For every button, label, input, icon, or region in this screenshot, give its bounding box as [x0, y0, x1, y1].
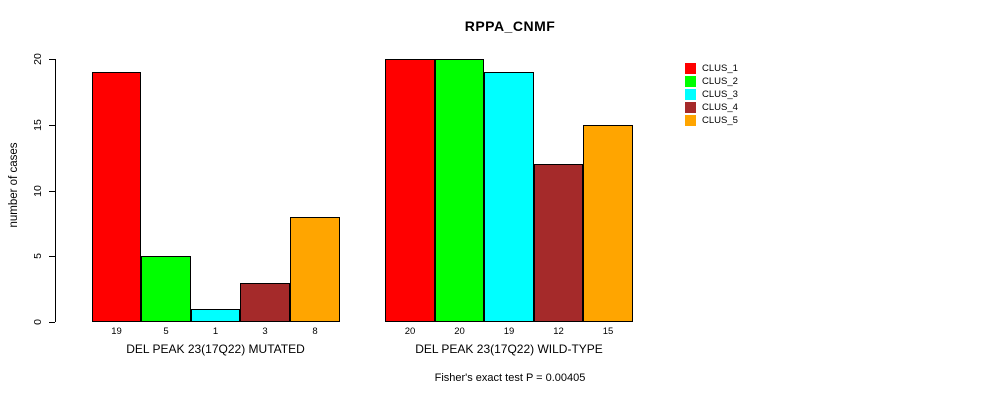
legend-label: CLUS_3 [702, 89, 738, 100]
bar-value-label: 12 [553, 326, 564, 337]
legend-item: CLUS_1 [685, 62, 738, 75]
legend-swatch [685, 102, 696, 113]
legend: CLUS_1 CLUS_2 CLUS_3 CLUS_4 CLUS_5 [685, 62, 738, 127]
bar-clus_4 [534, 164, 583, 322]
y-tick [49, 322, 55, 323]
bar-clus_3 [191, 309, 240, 322]
legend-item: CLUS_4 [685, 101, 738, 114]
bar-value-label: 1 [212, 326, 219, 337]
y-tick-label: 0 [32, 319, 44, 325]
y-tick-label: 5 [32, 253, 44, 260]
group-label: DEL PEAK 23(17Q22) WILD-TYPE [415, 342, 603, 356]
legend-item: CLUS_5 [685, 114, 738, 127]
bar-clus_4 [240, 283, 290, 322]
bar-value-label: 20 [454, 326, 465, 337]
bar-clus_2 [141, 256, 191, 322]
y-tick-label: 15 [32, 118, 44, 131]
legend-item: CLUS_3 [685, 88, 738, 101]
bar-clus_1 [92, 72, 141, 322]
bar-value-label: 15 [602, 326, 614, 337]
bar-value-label: 20 [404, 326, 416, 337]
legend-label: CLUS_2 [702, 76, 738, 87]
legend-swatch [685, 63, 696, 74]
y-axis-label: number of cases [8, 142, 20, 228]
bar-clus_2 [435, 59, 484, 322]
y-axis [55, 59, 56, 322]
legend-item: CLUS_2 [685, 75, 738, 88]
y-tick [49, 190, 55, 192]
bar-clus_3 [484, 72, 534, 322]
legend-label: CLUS_4 [702, 102, 738, 113]
group-label: DEL PEAK 23(17Q22) MUTATED [126, 342, 305, 356]
y-tick [49, 59, 55, 60]
legend-label: CLUS_5 [702, 115, 738, 126]
y-tick [49, 124, 55, 126]
bar-value-label: 19 [503, 326, 515, 337]
y-tick-label: 10 [32, 184, 44, 197]
bar-value-label: 8 [312, 326, 318, 337]
legend-label: CLUS_1 [702, 63, 738, 74]
bar-clus_1 [385, 59, 435, 322]
bar-value-label: 5 [163, 326, 169, 337]
bar-clus_5 [583, 125, 633, 322]
bar-value-label: 3 [262, 326, 268, 337]
bar-value-label: 19 [111, 326, 122, 337]
bar-clus_5 [290, 217, 340, 322]
y-tick-label: 20 [32, 53, 44, 65]
legend-swatch [685, 89, 696, 100]
legend-swatch [685, 76, 696, 87]
legend-swatch [685, 115, 696, 126]
footnote-fisher-test: Fisher's exact test P = 0.00405 [434, 372, 586, 384]
chart-title: RPPA_CNMF [464, 18, 556, 34]
y-tick [49, 256, 55, 258]
